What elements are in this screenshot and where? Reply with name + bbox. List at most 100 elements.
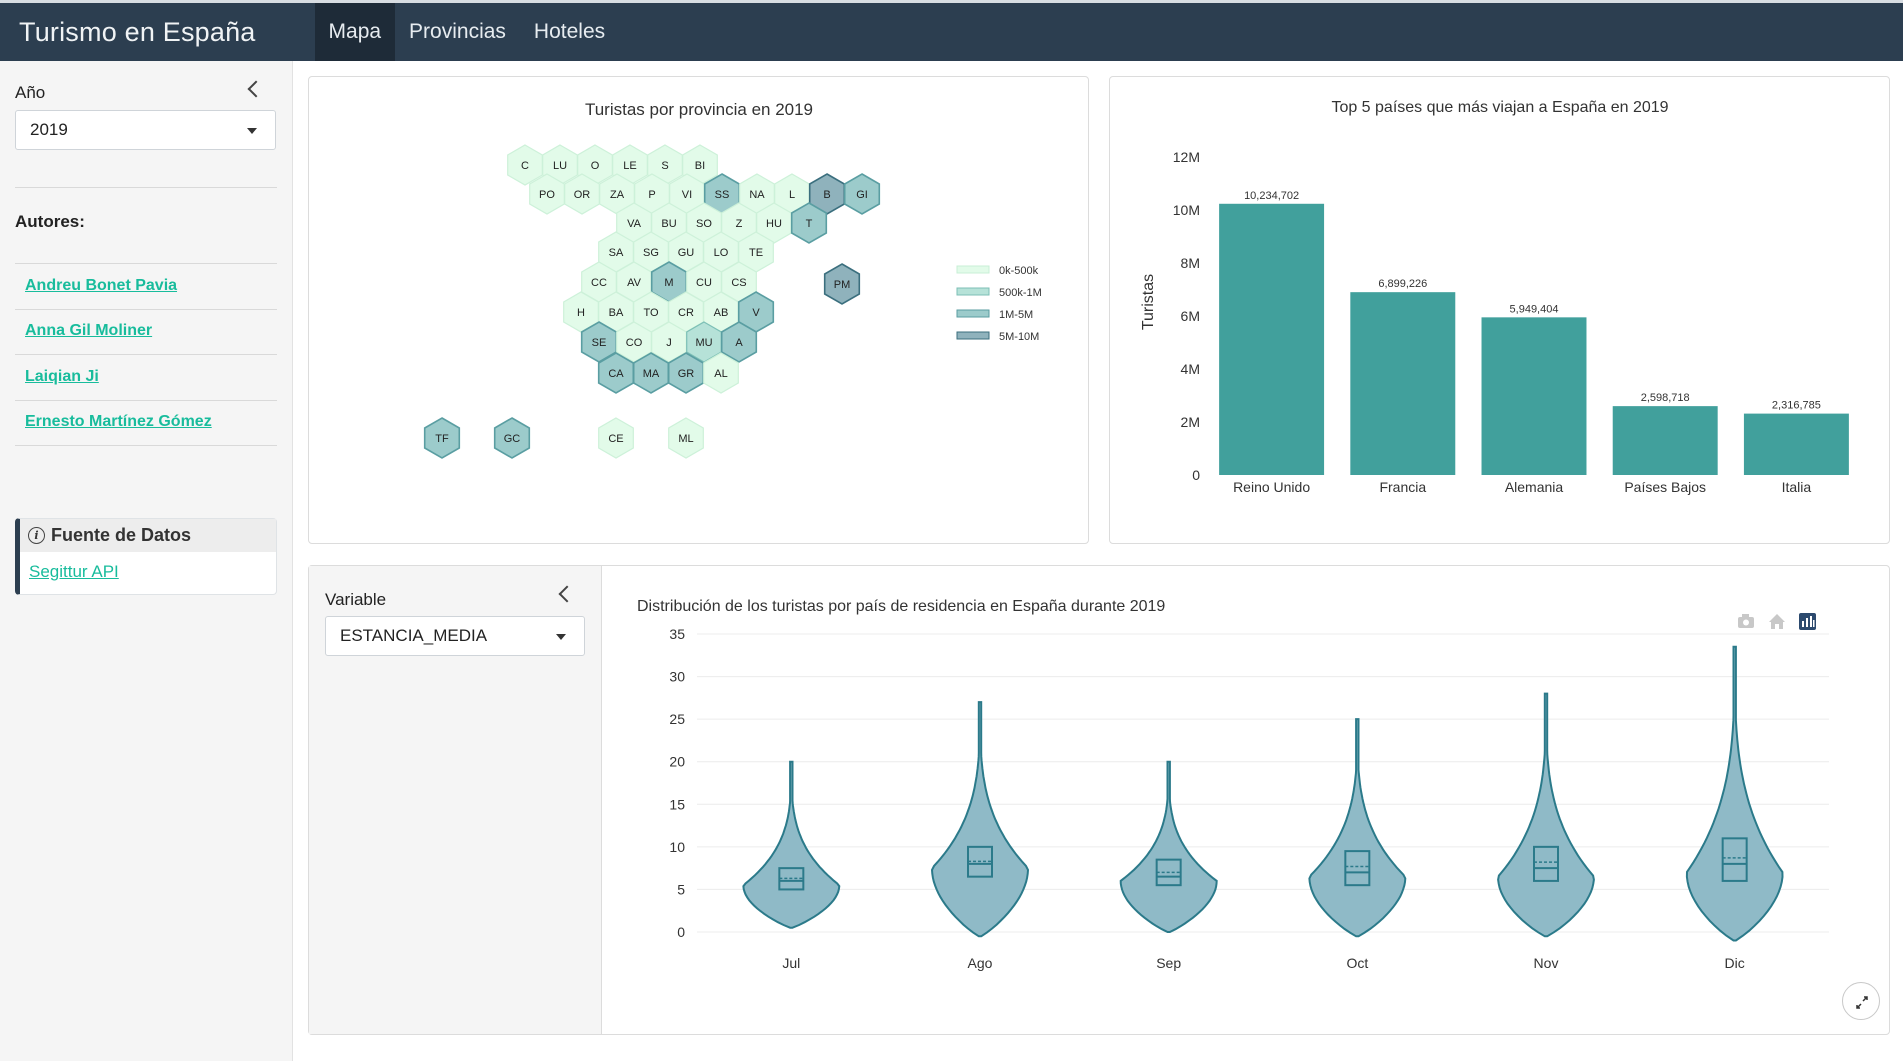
violin-sep[interactable] bbox=[1119, 760, 1218, 933]
hex-label: ZA bbox=[610, 189, 625, 201]
hexmap-chart[interactable]: Turistas por provincia en 2019 C LU O LE S BI… bbox=[309, 77, 1090, 545]
violin-x-tick-label: Sep bbox=[1156, 955, 1181, 971]
expand-fullscreen-button[interactable] bbox=[1842, 982, 1880, 1020]
hex-province-sa[interactable]: SA bbox=[598, 231, 634, 273]
bar-4[interactable] bbox=[1743, 413, 1849, 475]
hex-province-pm[interactable]: PM bbox=[823, 263, 861, 305]
camera-icon[interactable] bbox=[1738, 614, 1754, 628]
hex-label: PM bbox=[834, 279, 851, 291]
hex-label: LO bbox=[714, 247, 729, 259]
violin-dic[interactable] bbox=[1685, 645, 1784, 942]
hex-province-tf[interactable]: TF bbox=[423, 417, 461, 459]
hex-label: OR bbox=[574, 189, 591, 201]
bar-3[interactable] bbox=[1612, 406, 1718, 475]
hex-province-se[interactable]: SE bbox=[580, 321, 618, 363]
hex-label: NA bbox=[749, 189, 765, 201]
tab-hoteles[interactable]: Hoteles bbox=[533, 20, 606, 43]
legend-label: 5M-10M bbox=[999, 331, 1039, 343]
hex-label: S bbox=[661, 160, 668, 172]
hexmap-title: Turistas por provincia en 2019 bbox=[585, 100, 813, 119]
hex-province-t[interactable]: T bbox=[790, 202, 828, 244]
hex-label: L bbox=[789, 189, 795, 201]
collapse-sidebar-chevron-icon[interactable] bbox=[247, 80, 265, 98]
violin-jul[interactable] bbox=[742, 760, 841, 929]
hex-province-ce[interactable]: CE bbox=[598, 417, 634, 459]
tab-mapa[interactable]: Mapa bbox=[314, 3, 396, 61]
legend-label: 500k-1M bbox=[999, 287, 1042, 299]
hex-province-za[interactable]: ZA bbox=[599, 173, 635, 215]
hex-province-c[interactable]: C bbox=[507, 144, 543, 186]
hex-label: GR bbox=[678, 368, 695, 380]
divider bbox=[15, 354, 277, 355]
hex-province-va[interactable]: VA bbox=[616, 202, 652, 244]
author-link[interactable]: Andreu Bonet Pavia bbox=[25, 277, 178, 294]
hex-province-le[interactable]: LE bbox=[612, 144, 648, 186]
hex-label: BA bbox=[609, 307, 624, 319]
violin-y-tick-label: 35 bbox=[669, 626, 685, 642]
bar-data-label: 2,598,718 bbox=[1641, 392, 1690, 404]
hex-label: LE bbox=[623, 160, 636, 172]
violin-y-tick-label: 25 bbox=[669, 711, 685, 727]
variable-label: Variable bbox=[325, 590, 387, 609]
violin-ago[interactable] bbox=[930, 701, 1030, 938]
hex-province-te[interactable]: TE bbox=[738, 231, 774, 273]
hex-label: CC bbox=[591, 277, 607, 289]
info-icon: i bbox=[28, 527, 45, 544]
bar-0[interactable] bbox=[1219, 203, 1325, 475]
hex-province-so[interactable]: SO bbox=[686, 202, 722, 244]
hex-province-po[interactable]: PO bbox=[529, 173, 565, 215]
bar-data-label: 6,899,226 bbox=[1378, 278, 1427, 290]
hex-label: GU bbox=[678, 247, 695, 259]
violin-box bbox=[1533, 845, 1559, 882]
hex-label: C bbox=[521, 160, 529, 172]
caret-down-icon bbox=[247, 128, 257, 134]
expand-icon bbox=[1856, 996, 1868, 1009]
top-countries-bar-chart[interactable]: Top 5 países que más viajan a España en … bbox=[1110, 77, 1891, 545]
hex-label: CU bbox=[696, 277, 712, 289]
hex-province-gi[interactable]: GI bbox=[843, 173, 881, 215]
plotly-logo-icon[interactable] bbox=[1799, 613, 1816, 630]
hex-label: SE bbox=[592, 337, 607, 349]
violin-y-tick-label: 30 bbox=[669, 669, 685, 685]
bar-2[interactable] bbox=[1481, 317, 1587, 475]
bar-x-tick-label: Países Bajos bbox=[1624, 479, 1706, 495]
tab-provincias[interactable]: Provincias bbox=[409, 20, 506, 43]
variable-select[interactable]: ESTANCIA_MEDIA bbox=[325, 616, 585, 656]
violin-oct[interactable] bbox=[1308, 718, 1407, 938]
author-link[interactable]: Anna Gil Moliner bbox=[25, 322, 153, 339]
home-icon[interactable] bbox=[1769, 614, 1785, 629]
author-link[interactable]: Laiqian Ji bbox=[25, 368, 99, 385]
hex-label: A bbox=[735, 337, 743, 349]
author-link[interactable]: Ernesto Martínez Gómez bbox=[25, 413, 212, 430]
hex-label: CS bbox=[731, 277, 746, 289]
bar-1[interactable] bbox=[1350, 292, 1456, 475]
legend-item: 1M-5M bbox=[956, 309, 1033, 321]
hex-label: AB bbox=[714, 307, 729, 319]
hex-province-a[interactable]: A bbox=[720, 321, 758, 363]
hex-province-ml[interactable]: ML bbox=[668, 417, 704, 459]
violin-nov[interactable] bbox=[1497, 692, 1595, 938]
hex-label: CO bbox=[626, 337, 643, 349]
divider bbox=[15, 400, 277, 401]
hex-label: J bbox=[666, 337, 672, 349]
hex-province-gc[interactable]: GC bbox=[493, 417, 531, 459]
hex-label: Z bbox=[736, 218, 743, 230]
violin-x-tick-label: Dic bbox=[1725, 955, 1745, 971]
violin-y-tick-label: 20 bbox=[669, 754, 685, 770]
violin-chart[interactable]: Distribución de los turistas por país de… bbox=[603, 566, 1889, 1034]
divider bbox=[15, 263, 277, 264]
year-select[interactable]: 2019 bbox=[15, 110, 276, 150]
segittur-api-link[interactable]: Segittur API bbox=[29, 562, 119, 581]
hex-province-al[interactable]: AL bbox=[703, 352, 739, 394]
collapse-panel-chevron-icon[interactable] bbox=[558, 585, 576, 603]
violin-x-tick-label: Ago bbox=[968, 955, 993, 971]
hex-label: P bbox=[648, 189, 655, 201]
year-label: Año bbox=[15, 83, 46, 102]
hex-label: B bbox=[823, 189, 830, 201]
distribution-card: Variable ESTANCIA_MEDIA Distribución de … bbox=[308, 565, 1890, 1035]
violin-chart-title: Distribución de los turistas por país de… bbox=[637, 598, 1165, 615]
hex-label: BI bbox=[695, 160, 705, 172]
hex-label: LU bbox=[553, 160, 567, 172]
violin-box bbox=[1721, 837, 1748, 882]
divider bbox=[15, 309, 277, 310]
